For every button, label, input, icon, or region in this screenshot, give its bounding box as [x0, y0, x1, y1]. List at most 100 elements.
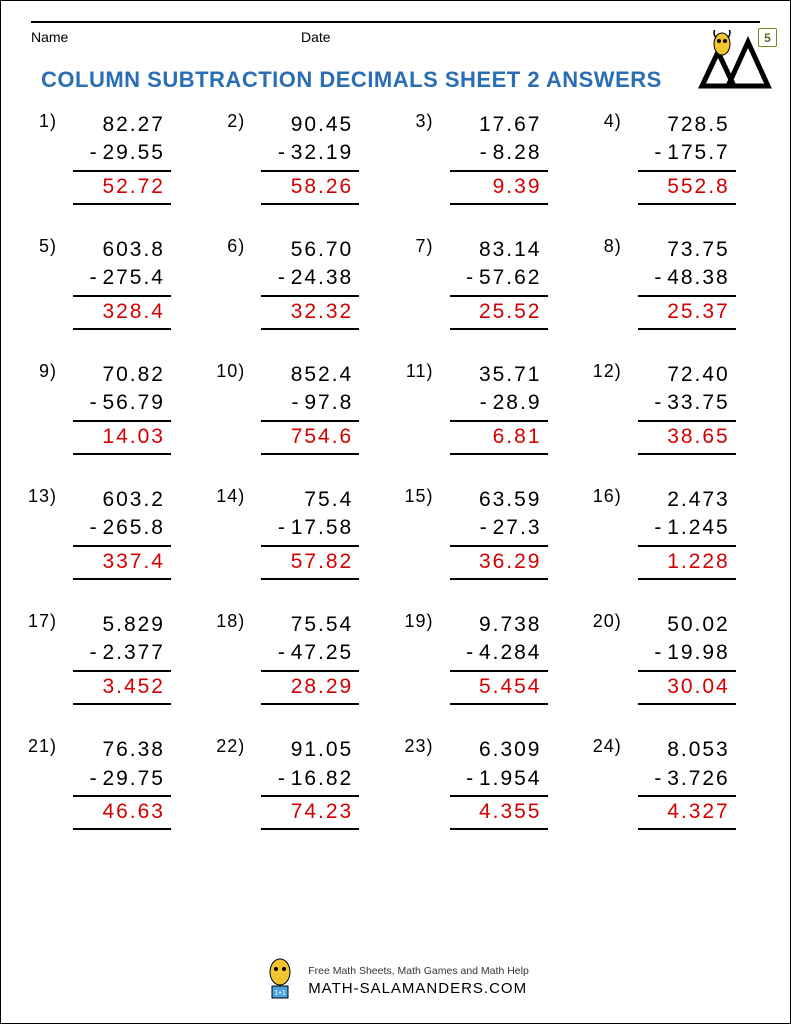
subtrahend: 24.38	[247, 264, 359, 292]
problem-body: 73.7548.38 25.37	[624, 236, 736, 331]
problem-number: 21)	[21, 736, 59, 757]
subtrahend: 47.25	[247, 639, 359, 667]
problem-body: 17.678.28 9.39	[436, 111, 548, 206]
footer-logo-icon: 1+1	[262, 958, 298, 1005]
rule	[450, 828, 548, 830]
problem-body: 83.1457.6225.52	[436, 236, 548, 331]
rule	[638, 453, 736, 455]
problem-number: 22)	[209, 736, 247, 757]
footer-text: Free Math Sheets, Math Games and Math He…	[308, 964, 529, 1000]
subtrahend: 32.19	[247, 139, 359, 167]
problem: 24)8.0533.7264.327	[586, 736, 770, 831]
problem-body: 75.417.5857.82	[247, 486, 359, 581]
subtrahend: 97.8	[247, 389, 359, 417]
answer: 14.03	[59, 423, 171, 451]
footer-site: MATH-SALAMANDERS.COM	[308, 978, 529, 999]
problem-number: 1)	[21, 111, 59, 132]
minuend: 9.738	[436, 611, 548, 639]
subtrahend: 175.7	[624, 139, 736, 167]
problem-number: 7)	[398, 236, 436, 257]
problem: 3)17.678.289.39	[398, 111, 582, 206]
problem: 8)73.7548.3825.37	[586, 236, 770, 331]
subtrahend: 2.377	[59, 639, 171, 667]
answer: 74.23	[247, 798, 359, 826]
rule	[261, 453, 359, 455]
rule	[73, 795, 171, 797]
problem-body: 2.4731.2451.228	[624, 486, 736, 581]
problem: 2)90.4532.1958.26	[209, 111, 393, 206]
rule	[261, 203, 359, 205]
rule	[450, 453, 548, 455]
minuend: 728.5	[624, 111, 736, 139]
rule	[261, 545, 359, 547]
svg-text:1+1: 1+1	[274, 990, 286, 997]
rule	[261, 328, 359, 330]
problem: 16)2.4731.2451.228	[586, 486, 770, 581]
problem-body: 91.0516.8274.23	[247, 736, 359, 831]
problem-body: 75.5447.2528.29	[247, 611, 359, 706]
problem-number: 5)	[21, 236, 59, 257]
rule	[450, 203, 548, 205]
answer: 6.81	[436, 423, 548, 451]
subtrahend: 28.9	[436, 389, 548, 417]
answer: 9.39	[436, 173, 548, 201]
footer: 1+1 Free Math Sheets, Math Games and Mat…	[1, 958, 790, 1005]
answer: 25.52	[436, 298, 548, 326]
rule	[73, 828, 171, 830]
rule	[73, 203, 171, 205]
subtrahend: 3.726	[624, 765, 736, 793]
rule	[73, 295, 171, 297]
rule	[261, 828, 359, 830]
minuend: 72.40	[624, 361, 736, 389]
subtrahend: 48.38	[624, 264, 736, 292]
problem-body: 50.0219.9830.04	[624, 611, 736, 706]
rule	[261, 170, 359, 172]
minuend: 70.82	[59, 361, 171, 389]
subtrahend: 1.954	[436, 765, 548, 793]
rule	[450, 578, 548, 580]
minuend: 603.8	[59, 236, 171, 264]
minuend: 50.02	[624, 611, 736, 639]
problem: 15)63.5927.336.29	[398, 486, 582, 581]
rule	[450, 795, 548, 797]
subtrahend: 29.75	[59, 765, 171, 793]
problem: 21)76.3829.7546.63	[21, 736, 205, 831]
problem-number: 11)	[398, 361, 436, 382]
problem: 4)728.5175.7552.8	[586, 111, 770, 206]
minuend: 83.14	[436, 236, 548, 264]
rule	[638, 545, 736, 547]
problem-body: 5.8292.3773.452	[59, 611, 171, 706]
rule	[450, 170, 548, 172]
answer: 25.37	[624, 298, 736, 326]
minuend: 91.05	[247, 736, 359, 764]
answer: 36.29	[436, 548, 548, 576]
problem: 20)50.0219.9830.04	[586, 611, 770, 706]
minuend: 63.59	[436, 486, 548, 514]
subtrahend: 8.28	[436, 139, 548, 167]
grade-badge: 5	[758, 28, 777, 47]
rule	[638, 578, 736, 580]
problem: 22)91.0516.8274.23	[209, 736, 393, 831]
rule	[638, 670, 736, 672]
header-row: Name Date	[31, 29, 760, 45]
problem-number: 16)	[586, 486, 624, 507]
minuend: 17.67	[436, 111, 548, 139]
subtrahend: 1.245	[624, 514, 736, 542]
answer: 328.4	[59, 298, 171, 326]
rule	[638, 703, 736, 705]
brand-logo: 5	[696, 29, 776, 91]
minuend: 5.829	[59, 611, 171, 639]
rule	[450, 545, 548, 547]
answer: 552.8	[624, 173, 736, 201]
answer: 58.26	[247, 173, 359, 201]
subtrahend: 19.98	[624, 639, 736, 667]
problem-body: 603.8275.4328.4	[59, 236, 171, 331]
answer: 46.63	[59, 798, 171, 826]
problem-body: 35.7128.96.81	[436, 361, 548, 456]
problem-number: 9)	[21, 361, 59, 382]
minuend: 73.75	[624, 236, 736, 264]
problem-body: 852.497.8754.6	[247, 361, 359, 456]
rule	[638, 420, 736, 422]
rule	[261, 295, 359, 297]
rule	[638, 328, 736, 330]
